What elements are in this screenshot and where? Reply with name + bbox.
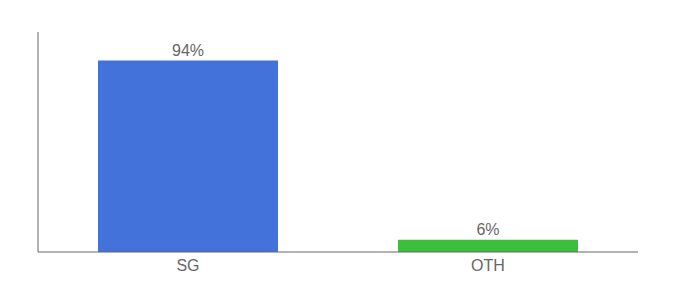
svg-text:6%: 6% (476, 221, 499, 238)
svg-text:94%: 94% (172, 42, 204, 59)
svg-text:SG: SG (176, 257, 199, 274)
svg-text:OTH: OTH (471, 257, 505, 274)
